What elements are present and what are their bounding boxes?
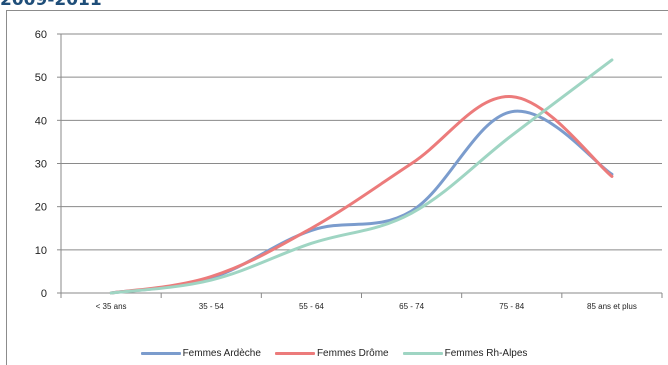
page-title: 2009-2011 xyxy=(0,0,102,10)
legend-swatch-drome xyxy=(274,351,315,355)
y-tick-label: 0 xyxy=(41,288,47,300)
series-line-0 xyxy=(109,109,614,295)
legend-item-ardeche: Femmes Ardèche xyxy=(140,347,261,359)
legend-item-drome: Femmes Drôme xyxy=(274,347,389,359)
x-tick-label: 85 ans et plus xyxy=(587,302,637,311)
y-tick-label: 50 xyxy=(35,72,47,84)
x-tick-label: 35 - 54 xyxy=(199,302,224,311)
x-tick-label: 55 - 64 xyxy=(299,302,324,311)
x-tick-label: 75 - 84 xyxy=(499,302,524,311)
x-tick-label: < 35 ans xyxy=(96,302,127,311)
gridlines xyxy=(61,33,662,251)
legend-swatch-rhalpes xyxy=(402,351,443,355)
legend-item-rhalpes: Femmes Rh-Alpes xyxy=(402,347,528,359)
series-line-1 xyxy=(109,95,614,295)
legend-swatch-ardeche xyxy=(140,351,181,355)
y-tick-label: 30 xyxy=(35,159,47,171)
x-tick-label: 65 - 74 xyxy=(399,302,424,311)
y-tick-label: 10 xyxy=(35,245,47,257)
y-tick-label: 40 xyxy=(35,115,47,127)
legend: Femmes Ardèche Femmes Drôme Femmes Rh-Al… xyxy=(0,346,668,360)
series-lines xyxy=(109,58,614,295)
legend-label-drome: Femmes Drôme xyxy=(316,347,389,359)
y-tick-label: 60 xyxy=(35,29,47,41)
chart-frame xyxy=(6,10,668,365)
legend-label-rhalpes: Femmes Rh-Alpes xyxy=(444,347,528,359)
y-tick-label: 20 xyxy=(35,202,47,214)
series-line-2 xyxy=(109,58,614,295)
axes: 0 10 20 30 40 50 60 < 35 ans 35 - 54 55 - 64 65 - … xyxy=(35,29,663,311)
legend-label-ardeche: Femmes Ardèche xyxy=(182,347,261,359)
